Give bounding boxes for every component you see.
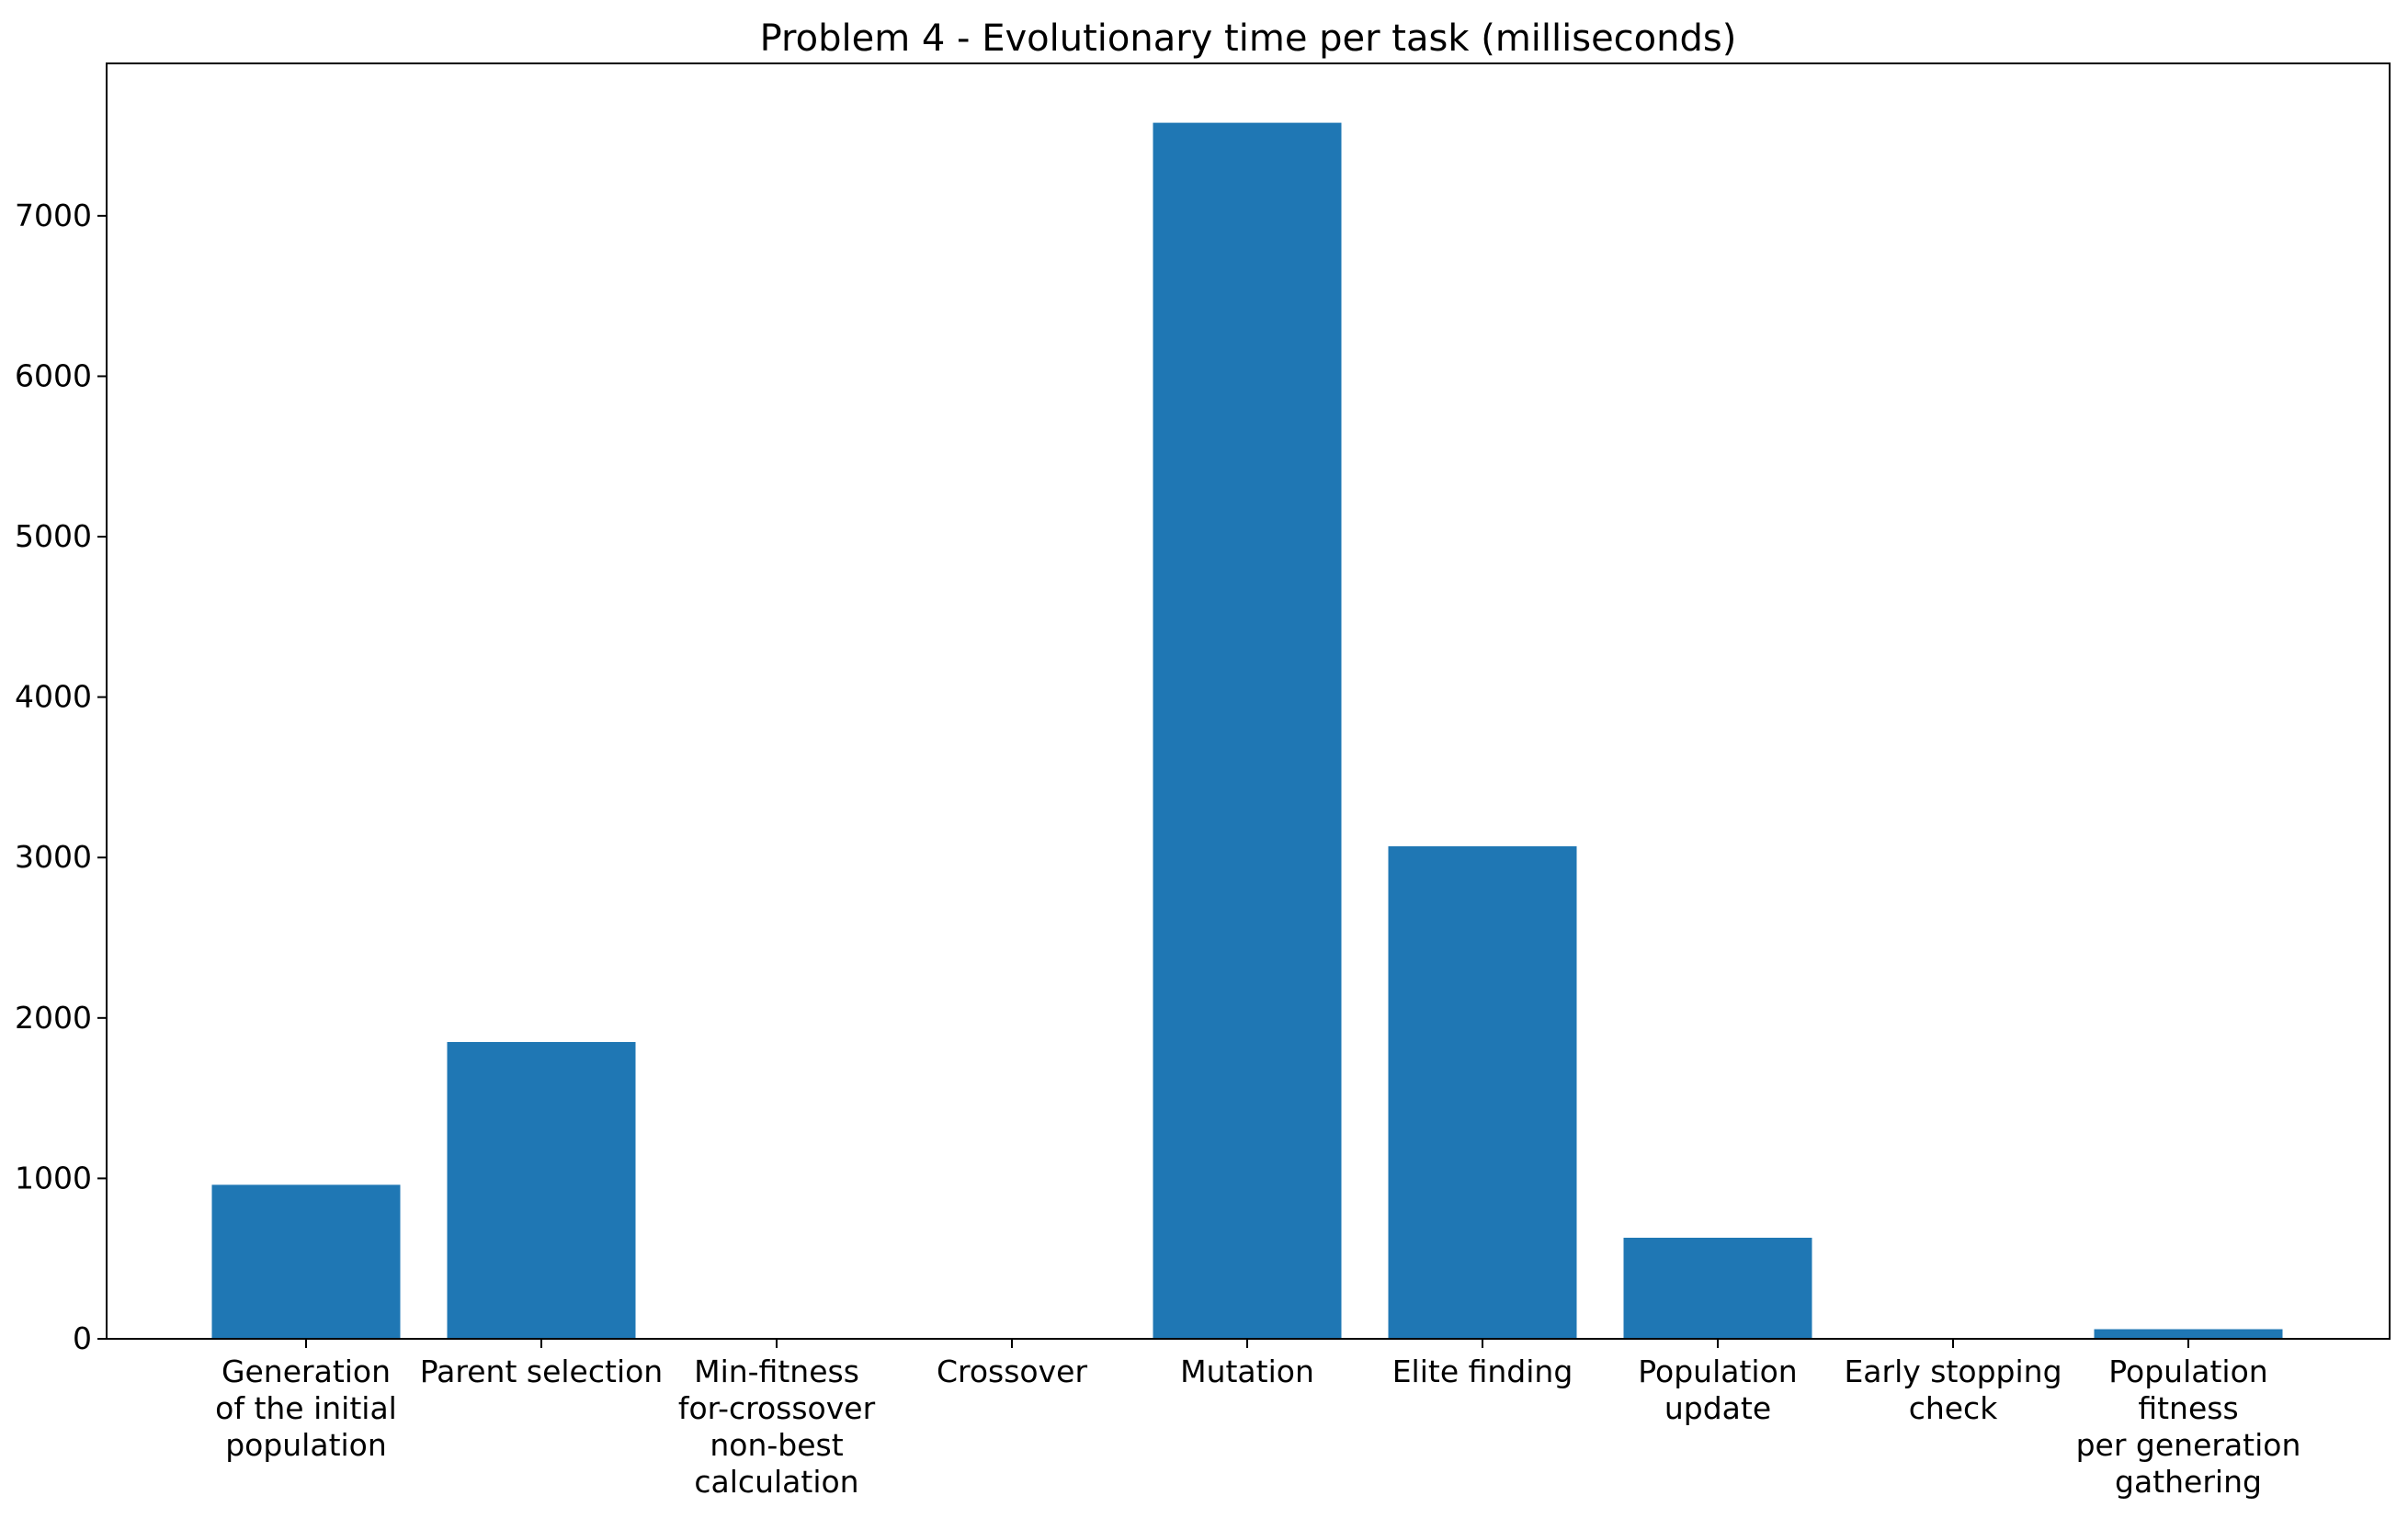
y-tick-label: 1000 xyxy=(15,1160,92,1195)
chart-title: Problem 4 - Evolutionary time per task (… xyxy=(760,17,1737,60)
y-tick-label: 6000 xyxy=(15,357,92,393)
bar xyxy=(1623,1238,1812,1339)
plot-frame xyxy=(106,62,2391,1340)
y-tick-label: 5000 xyxy=(15,518,92,554)
y-axis: 0 1000 2000 3000 4000 5000 6000 7000 xyxy=(15,198,107,1356)
x-tick-label: Elite finding xyxy=(1392,1354,1573,1389)
x-tick-label: Mutation xyxy=(1180,1354,1314,1389)
x-tick-label: Min-fitness for-crossover non-best calculat… xyxy=(678,1354,876,1500)
x-tick-label: Crossover xyxy=(937,1354,1087,1389)
y-tick-label: 2000 xyxy=(15,1000,92,1036)
y-tick-label: 4000 xyxy=(15,679,92,715)
x-tick-label: Generation of the initial population xyxy=(215,1354,397,1463)
bar xyxy=(211,1184,401,1339)
x-tick-label: Parent selection xyxy=(420,1354,663,1389)
x-tick-label: Early stopping check xyxy=(1844,1354,2062,1426)
bar xyxy=(1153,122,1342,1339)
x-tick-label: Population fitness per generation gathering xyxy=(2076,1354,2301,1500)
bar xyxy=(1388,846,1577,1339)
x-tick-label: Population update xyxy=(1638,1354,1797,1426)
bar xyxy=(2094,1329,2283,1339)
y-tick-label: 7000 xyxy=(15,198,92,233)
y-tick-label: 3000 xyxy=(15,839,92,875)
bar xyxy=(447,1042,636,1339)
y-tick-label: 0 xyxy=(73,1320,92,1356)
x-axis: Generation of the initial population Parent… xyxy=(215,1339,2300,1500)
bars-layer xyxy=(211,122,2283,1339)
